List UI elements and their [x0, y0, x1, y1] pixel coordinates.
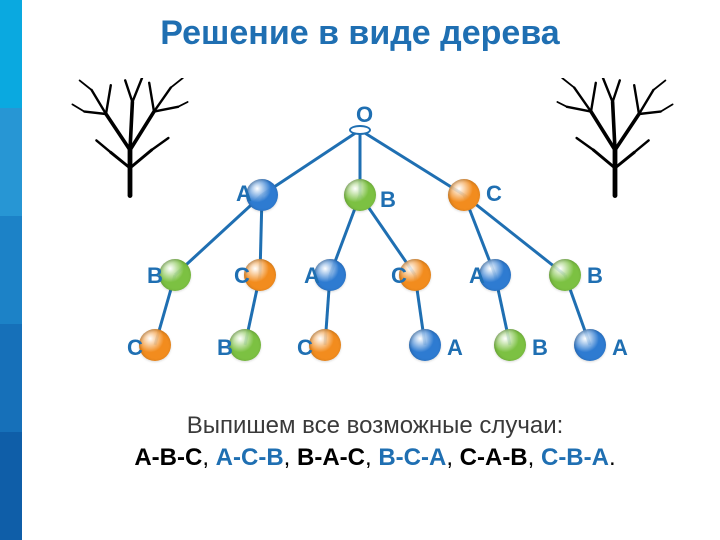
- node-label: В: [587, 263, 603, 289]
- permutation: С-В-А: [541, 444, 609, 471]
- node-label: А: [304, 263, 320, 289]
- tree-node: [574, 329, 606, 361]
- tree-node: [549, 259, 581, 291]
- node-label: А: [469, 263, 485, 289]
- node-label: С: [391, 263, 407, 289]
- node-label: В: [147, 263, 163, 289]
- edge: [262, 130, 360, 195]
- summary-intro: Выпишем все возможные случаи:: [187, 412, 564, 439]
- edge: [360, 130, 464, 195]
- node-label: В: [217, 335, 233, 361]
- tree-node: [159, 259, 191, 291]
- node-label: С: [127, 335, 143, 361]
- tree-node: [494, 329, 526, 361]
- node-label: А: [236, 181, 252, 207]
- node-label: С: [234, 263, 250, 289]
- permutation: В-С-А: [378, 444, 446, 471]
- tree-node: [409, 329, 441, 361]
- node-label: В: [532, 335, 548, 361]
- tree-node: [139, 329, 171, 361]
- permutation: А-С-В: [216, 444, 284, 471]
- node-label: А: [447, 335, 463, 361]
- tree-node: [448, 179, 480, 211]
- tree-node: [309, 329, 341, 361]
- node-label: О: [356, 102, 373, 128]
- node-label: С: [486, 181, 502, 207]
- summary-permutations: А-В-С, А-С-В, В-А-С, В-С-А, С-А-В, С-В-А…: [134, 444, 615, 471]
- tree-node: [229, 329, 261, 361]
- permutation: С-А-В: [460, 444, 528, 471]
- summary-block: Выпишем все возможные случаи: А-В-С, А-С…: [60, 410, 690, 475]
- node-label: В: [380, 187, 396, 213]
- permutation: А-В-С: [134, 444, 202, 471]
- node-label: С: [297, 335, 313, 361]
- node-label: А: [612, 335, 628, 361]
- tree-node: [344, 179, 376, 211]
- permutation: В-А-С: [297, 444, 365, 471]
